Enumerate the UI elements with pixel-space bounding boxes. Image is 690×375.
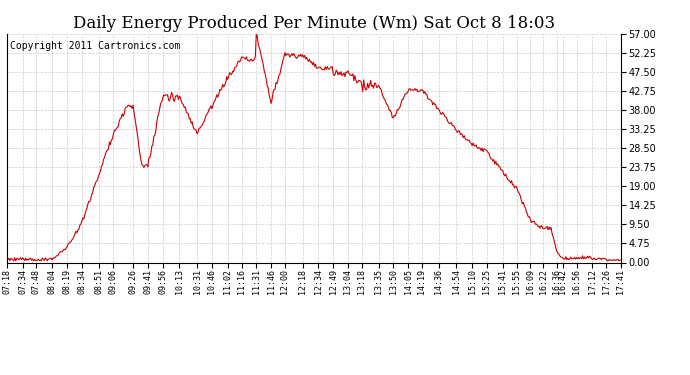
Title: Daily Energy Produced Per Minute (Wm) Sat Oct 8 18:03: Daily Energy Produced Per Minute (Wm) Sa… [73,15,555,32]
Text: Copyright 2011 Cartronics.com: Copyright 2011 Cartronics.com [10,40,180,51]
